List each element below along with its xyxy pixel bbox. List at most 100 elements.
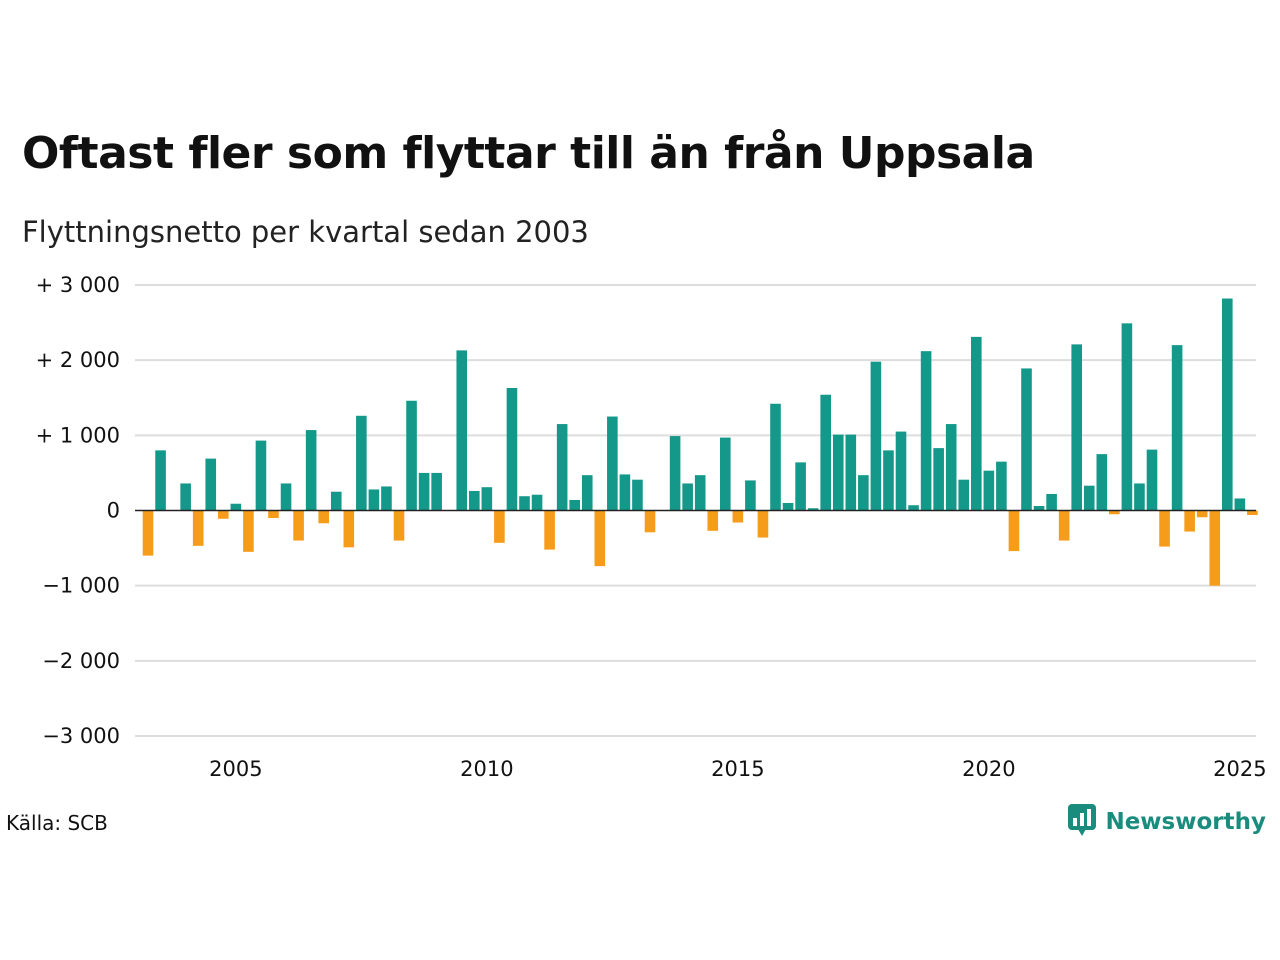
newsworthy-logo-icon [1067,803,1097,841]
x-tick-label: 2010 [460,757,513,781]
bar-2006K2 [293,510,304,541]
bar-2017K3 [858,475,869,511]
bar-2022K1 [1083,485,1095,511]
x-tick-label: 2005 [209,757,262,781]
chart-title: Oftast fler som flyttar till än från Upp… [22,128,1035,179]
bar-2010K2 [494,510,505,543]
bar-2004K1 [180,483,191,511]
bar-2010K3 [506,387,518,511]
bar-2007K3 [356,415,367,511]
brand-logo: Newsworthy [1067,803,1266,841]
bar-2023K4 [1171,345,1183,511]
bar-2005K2 [243,510,254,552]
bar-2010K1 [481,487,493,511]
bar-2014K2 [694,475,706,511]
brand-name: Newsworthy [1105,809,1266,835]
chart-subtitle: Flyttningsnetto per kvartal sedan 2003 [22,215,589,249]
x-tick-label: 2020 [962,757,1015,781]
bar-2020K4 [1021,368,1032,511]
bar-2005K4 [268,510,279,519]
gridlines [135,284,1256,737]
bar-2004K2 [192,510,204,546]
bar-2014K3 [707,510,719,531]
bar-2003K3 [155,450,166,511]
bar-2009K3 [456,350,468,511]
y-tick-label: −3 000 [42,724,120,748]
bar-chart: + 3 000 + 2 000 + 1 000 0 −1 000 −2 000 −3 000… [36,273,1267,781]
bar-2007K4 [368,489,380,511]
bar-2008K1 [381,486,392,511]
y-tick-label: 0 [107,499,120,523]
bar-2012K1 [581,475,593,511]
y-tick-label: −1 000 [42,574,120,598]
bar-2004K3 [205,458,217,511]
bar-2017K1 [832,434,844,511]
bar-2025K2 [1247,510,1258,516]
bar-2024K2 [1196,510,1208,518]
bar-2019K4 [971,336,982,511]
bar-2008K3 [406,400,417,511]
bar-2020K2 [996,461,1007,511]
bar-2020K3 [1008,510,1020,552]
bar-2021K3 [1058,510,1070,541]
bar-2013K4 [669,436,681,511]
bar-2018K4 [920,351,932,511]
bar-2016K3 [807,508,819,511]
bar-2011K3 [556,424,568,511]
y-tick-label: + 1 000 [36,423,120,447]
y-tick-label: −2 000 [42,649,120,673]
bar-2023K3 [1159,510,1170,547]
bar-2004K4 [218,510,229,519]
bar-2011K2 [544,510,555,550]
bar-2022K4 [1121,323,1133,511]
bar-2018K2 [895,431,907,511]
bar-2019K2 [945,424,957,511]
bar-2024K1 [1184,510,1195,532]
bar-2007K2 [343,510,355,548]
bar-2009K1 [431,472,442,511]
bar-2013K2 [644,510,656,533]
y-tick-label: + 2 000 [36,348,120,372]
bar-2011K4 [569,499,580,511]
bar-2025K1 [1234,498,1246,511]
bar-2003K2 [142,510,154,556]
bar-2021K2 [1046,493,1057,511]
x-tick-label: 2015 [711,757,764,781]
bar-2016K4 [820,394,831,511]
bar-2023K1 [1134,483,1145,511]
bars [142,298,1258,586]
bar-2020K1 [983,470,995,511]
bar-2017K2 [845,434,857,511]
bar-2014K1 [682,483,693,511]
bar-2016K1 [782,502,794,511]
bar-2018K3 [908,505,919,511]
bar-2012K4 [619,474,631,511]
bar-2017K4 [870,361,882,511]
bar-2013K1 [632,479,643,511]
bar-2006K1 [280,483,292,511]
bar-2015K4 [770,403,781,511]
bar-2019K3 [958,479,970,511]
bar-2019K1 [933,448,944,511]
bar-2006K4 [318,510,329,524]
bar-2006K3 [305,430,317,511]
bar-2016K2 [795,462,806,511]
bar-2015K3 [757,510,769,538]
x-tick-label: 2025 [1213,757,1266,781]
bar-2011K1 [531,494,543,511]
bar-2014K4 [720,437,731,511]
bar-2018K1 [883,450,894,511]
bar-2024K3 [1209,510,1221,586]
bar-2005K3 [255,440,267,511]
bar-2015K2 [745,480,756,511]
bar-2024K4 [1222,298,1233,511]
bar-2009K4 [469,490,480,511]
bar-2010K4 [519,496,530,511]
x-axis-ticks: 2005 2010 2015 2020 2025 [209,757,1266,781]
bar-2005K1 [230,503,242,511]
bar-2021K1 [1033,505,1045,511]
bar-2023K2 [1146,449,1158,511]
bar-2022K3 [1109,510,1120,515]
bar-2008K4 [418,472,430,511]
y-axis-ticks: + 3 000 + 2 000 + 1 000 0 −1 000 −2 000 −3 000 [36,273,120,748]
